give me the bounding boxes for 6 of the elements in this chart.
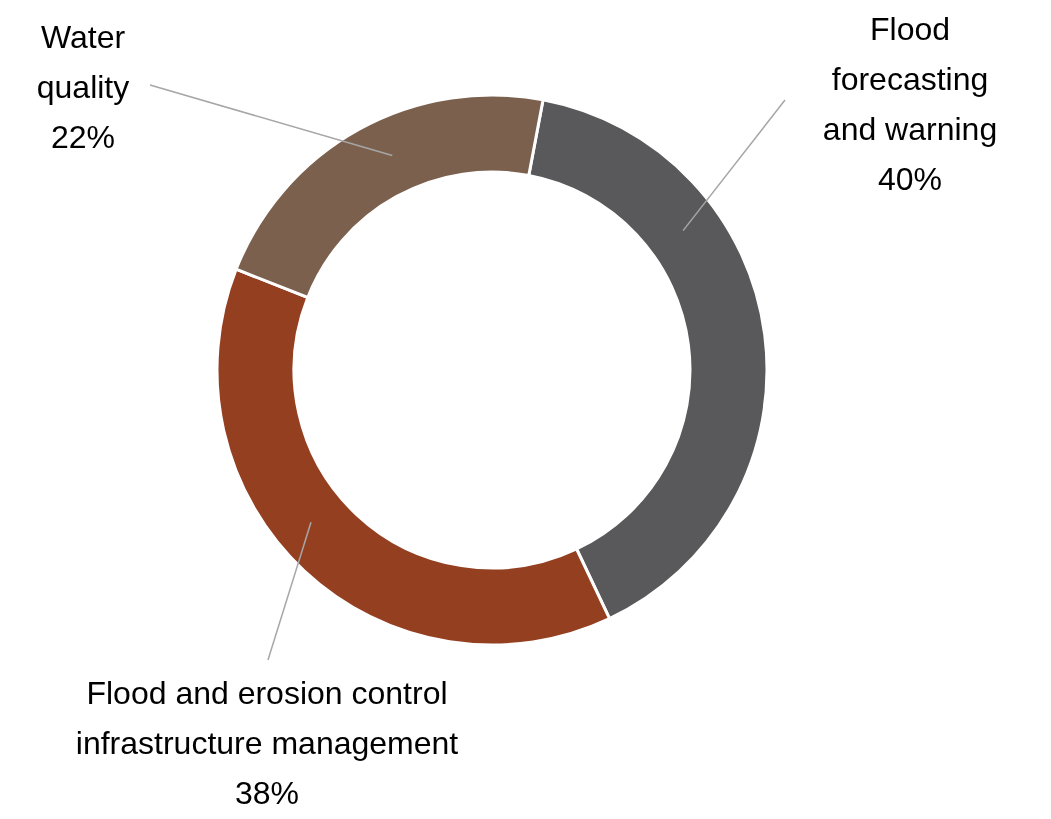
data-label: 22% <box>50 119 116 155</box>
data-label: 38% <box>234 775 300 811</box>
slice-label: Water quality <box>36 19 130 105</box>
slice-label: Flood and erosion control infrastructure management <box>75 675 459 761</box>
slice-label: Flood forecasting and warning <box>822 11 998 147</box>
data-label: 40% <box>877 161 943 197</box>
